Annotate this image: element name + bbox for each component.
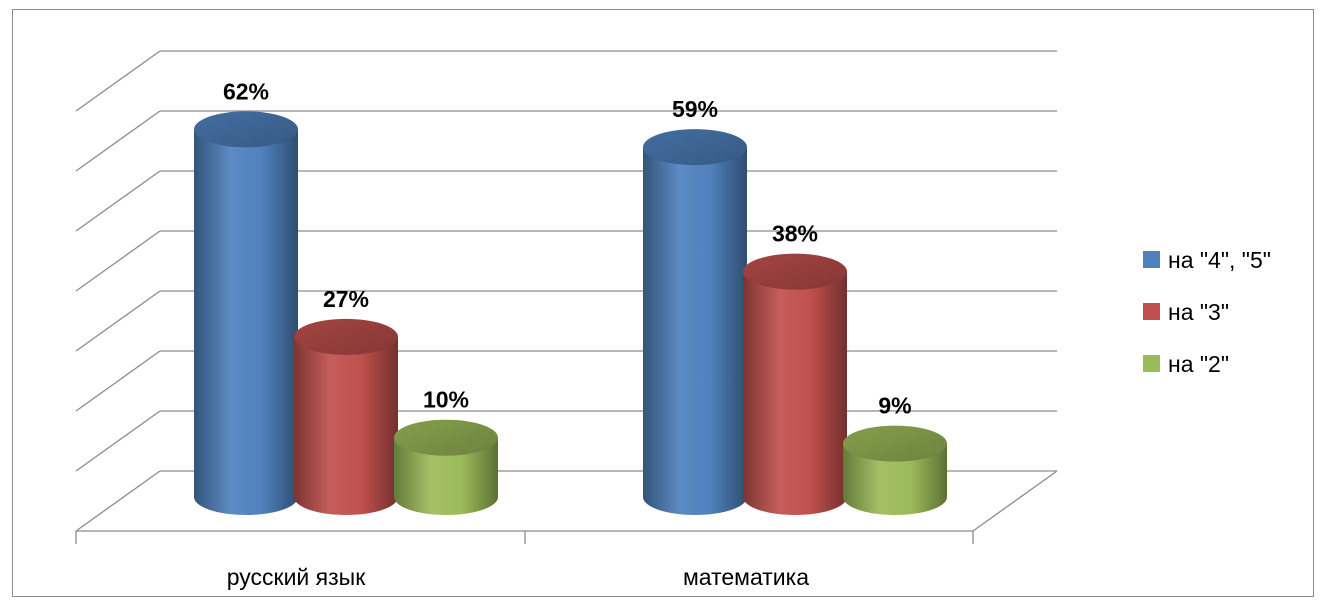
gridline-diagonal: [75, 50, 161, 112]
gridline-diagonal: [75, 290, 161, 352]
bar-1-0: [643, 129, 747, 515]
category-label: математика: [683, 564, 809, 590]
bar-body: [743, 271, 847, 515]
category-label: русский язык: [227, 564, 366, 590]
bars: [194, 111, 947, 515]
data-labels: 62% 27% 10% 59% 38% 9%: [223, 78, 912, 418]
legend-label: на "3": [1168, 299, 1229, 325]
legend: на "4", "5" на "3" на "2": [1143, 247, 1271, 377]
bar-top: [194, 111, 298, 148]
gridline-diagonal: [75, 410, 161, 472]
legend-item: на "2": [1143, 351, 1229, 377]
bar-body: [194, 129, 298, 515]
gridline-diagonal: [75, 350, 161, 412]
gridline-diagonal: [75, 170, 161, 232]
data-label: 62%: [223, 78, 269, 104]
x-axis: [75, 470, 1058, 544]
bar-body: [643, 147, 747, 515]
legend-label: на "2": [1168, 351, 1229, 377]
legend-item: на "3": [1143, 299, 1229, 325]
data-label: 9%: [878, 393, 911, 419]
gridline-diagonal: [75, 470, 161, 532]
legend-swatch: [1143, 303, 1160, 320]
bar-body: [394, 437, 498, 515]
bar-0-2: [394, 419, 498, 515]
legend-swatch: [1143, 251, 1160, 268]
bar-top: [394, 419, 498, 456]
bar-0-1: [294, 318, 398, 515]
category-labels: русский язык математика: [227, 564, 809, 590]
bar-top: [743, 253, 847, 290]
legend-item: на "4", "5": [1143, 247, 1271, 273]
gridline-diagonal: [75, 110, 161, 172]
data-label: 59%: [672, 96, 718, 122]
bar-top: [294, 318, 398, 355]
bar-body: [843, 443, 947, 515]
bar-top: [643, 129, 747, 166]
bar-0-0: [194, 111, 298, 515]
data-label: 38%: [772, 221, 818, 247]
data-label: 10%: [423, 387, 469, 413]
bar-1-1: [743, 253, 847, 515]
bar-1-2: [843, 425, 947, 515]
bar-body: [294, 336, 398, 515]
legend-swatch: [1143, 355, 1160, 372]
bar-top: [843, 425, 947, 462]
gridline-diagonal: [75, 230, 161, 292]
data-label: 27%: [323, 286, 369, 312]
floor-right-edge: [972, 470, 1058, 532]
legend-label: на "4", "5": [1168, 247, 1271, 273]
